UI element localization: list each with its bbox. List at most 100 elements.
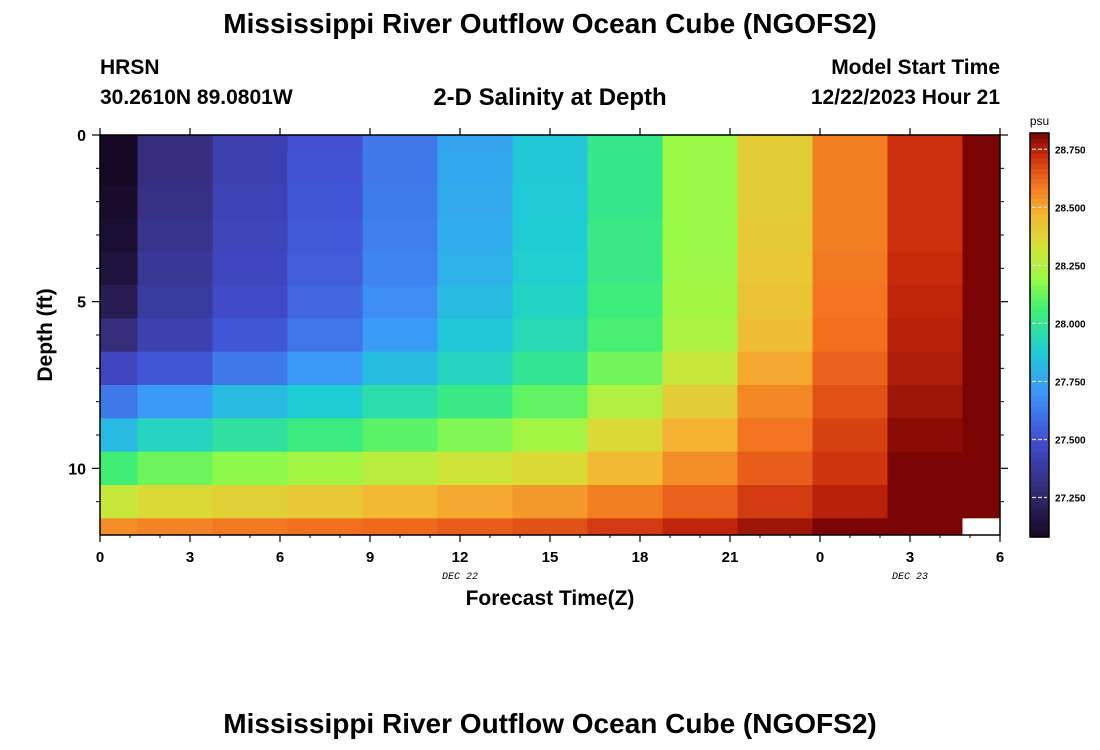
colorbar-segment <box>1030 193 1049 200</box>
heatmap-cell <box>812 518 888 536</box>
colorbar-segment <box>1030 486 1049 493</box>
heatmap-cell <box>962 185 1001 219</box>
heatmap-cell <box>100 151 138 186</box>
heatmap-cell <box>137 351 213 386</box>
heatmap-cell <box>100 451 138 486</box>
heatmap-cell <box>962 418 1001 453</box>
heatmap-cell <box>212 135 288 153</box>
colorbar-segment <box>1030 476 1049 483</box>
heatmap-cell <box>137 285 213 319</box>
heatmap-cell <box>287 518 363 536</box>
heatmap-cell <box>662 185 738 219</box>
heatmap-cell <box>100 351 138 386</box>
heatmap-cell <box>887 185 963 219</box>
heatmap-cell <box>812 218 888 253</box>
heatmap-cell <box>100 285 138 319</box>
x-tick-label: 15 <box>542 549 559 566</box>
x-tick-label: 18 <box>632 549 649 566</box>
heatmap-cell <box>962 485 1001 519</box>
colorbar-segment <box>1030 375 1049 382</box>
heatmap-cell <box>100 418 138 453</box>
heatmap-cell <box>362 451 438 486</box>
heatmap-cell <box>437 135 513 153</box>
heatmap-cell <box>662 151 738 186</box>
heatmap-cell <box>437 285 513 319</box>
heatmap-cell <box>737 218 813 253</box>
heatmap-cell <box>137 151 213 186</box>
heatmap-cell <box>587 485 663 519</box>
colorbar-segment <box>1030 446 1049 452</box>
heatmap-cell <box>287 351 363 386</box>
heatmap-cell <box>737 351 813 386</box>
heatmap-cell <box>662 351 738 386</box>
heatmap-cell <box>737 518 813 536</box>
heatmap-cell <box>962 135 1001 153</box>
heatmap-cell <box>100 485 138 519</box>
heatmap-cell <box>587 318 663 353</box>
colorbar-tick-label: 28.750 <box>1055 145 1086 156</box>
heatmap-cell <box>662 451 738 486</box>
heatmap-cell <box>812 418 888 453</box>
colorbar-segment <box>1030 360 1049 366</box>
colorbar-segment <box>1030 173 1049 180</box>
colorbar-segment <box>1030 304 1049 311</box>
heatmap-cell <box>812 318 888 353</box>
heatmap-cell <box>587 151 663 186</box>
heatmap-cell <box>137 485 213 519</box>
heatmap-cell <box>287 485 363 519</box>
heatmap-cell <box>812 351 888 386</box>
heatmap-cell <box>512 251 588 286</box>
heatmap-cell <box>962 351 1001 386</box>
heatmap-cell <box>662 385 738 419</box>
colorbar-segment <box>1030 370 1049 376</box>
colorbar-segment <box>1030 213 1049 220</box>
model-start-value: 12/22/2023 Hour 21 <box>810 86 1000 109</box>
heatmap-cell <box>662 285 738 319</box>
heatmap-cell <box>587 451 663 486</box>
colorbar-segment <box>1030 158 1049 164</box>
heatmap-cell <box>812 251 888 286</box>
heatmap-cell <box>587 518 663 536</box>
heatmap-cell <box>512 185 588 219</box>
heatmap-cell <box>962 451 1001 486</box>
colorbar: 27.250 27.500 27.750 28.000 28.250 28.500 28.7… <box>1029 114 1086 538</box>
heatmap-cell <box>137 418 213 453</box>
heatmap-cell <box>437 418 513 453</box>
heatmap-cell <box>887 418 963 453</box>
heatmap-cell <box>212 385 288 419</box>
heatmap-cell <box>287 185 363 219</box>
y-tick-label: 10 <box>68 461 86 478</box>
heatmap-cell <box>362 218 438 253</box>
heatmap-cell <box>137 318 213 353</box>
heatmap-cell <box>812 385 888 419</box>
heatmap-cell <box>887 135 963 153</box>
heatmap-cell <box>212 151 288 186</box>
heatmap-cell <box>512 451 588 486</box>
heatmap-cell <box>962 518 1001 536</box>
heatmap-cell <box>662 485 738 519</box>
colorbar-segment <box>1030 234 1049 240</box>
colorbar-segment <box>1030 153 1049 159</box>
colorbar-segment <box>1030 284 1049 291</box>
colorbar-segment <box>1030 309 1049 316</box>
heatmap-cell <box>437 351 513 386</box>
heatmap-cell <box>287 451 363 486</box>
heatmap-cell <box>137 451 213 486</box>
colorbar-segment <box>1030 133 1049 139</box>
x-tick-label: 3 <box>186 549 194 566</box>
colorbar-segment <box>1030 350 1049 356</box>
colorbar-segment <box>1030 188 1049 195</box>
colorbar-segment <box>1030 228 1049 235</box>
heatmap-cell <box>437 151 513 186</box>
x-tick-label: 0 <box>96 549 104 566</box>
colorbar-segment <box>1030 299 1049 306</box>
heatmap-cell <box>812 151 888 186</box>
colorbar-segment <box>1030 456 1049 462</box>
chart-subtitle: 2-D Salinity at Depth <box>433 84 667 111</box>
colorbar-segment <box>1030 168 1049 174</box>
heatmap-cell <box>737 485 813 519</box>
colorbar-tick-label: 28.000 <box>1055 319 1086 330</box>
station-coordinates: 30.2610N 89.0801W <box>100 86 293 109</box>
heatmap-cell <box>437 385 513 419</box>
